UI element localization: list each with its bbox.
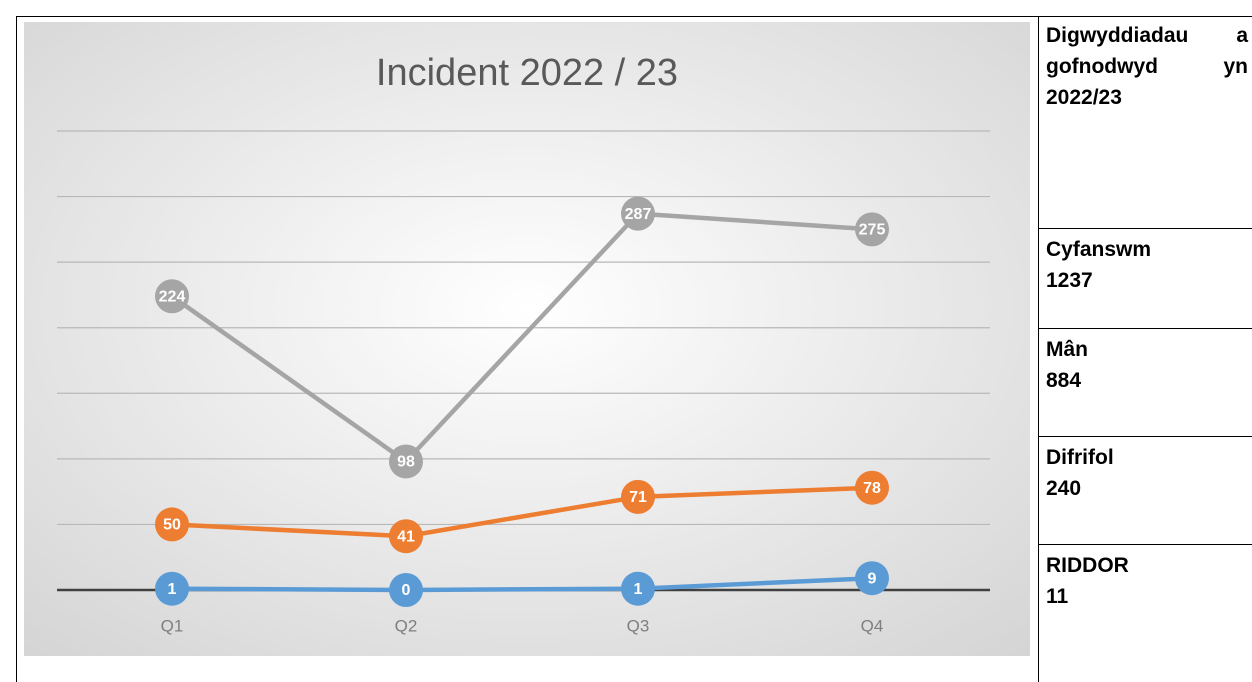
row-border	[1038, 544, 1252, 545]
data-point	[389, 444, 423, 479]
side-heading: Digwyddiadau a gofnodwyd yn 2022/23	[1046, 24, 1248, 109]
data-label: 0	[402, 582, 411, 599]
row-border	[1038, 228, 1252, 229]
data-point	[855, 212, 889, 247]
x-tick-label: Q1	[161, 616, 184, 635]
row-border	[1038, 328, 1252, 329]
row-label: Cyfanswm	[1046, 238, 1152, 261]
table-border	[1038, 16, 1039, 682]
row-value: 11	[1046, 585, 1069, 608]
series-line	[171, 575, 873, 593]
side-row: Difrifol 240	[1046, 442, 1248, 504]
data-label: 50	[163, 517, 181, 534]
data-label: 287	[625, 206, 652, 223]
data-label: 9	[868, 570, 877, 587]
data-point	[621, 196, 655, 231]
data-label: 1	[634, 581, 643, 598]
data-label: 98	[397, 454, 415, 471]
data-point	[855, 470, 889, 505]
side-row: Cyfanswm 1237	[1046, 234, 1248, 296]
row-label: RIDDOR	[1046, 554, 1129, 577]
row-label: Difrifol	[1046, 446, 1114, 469]
data-point	[621, 479, 655, 514]
side-row: Mân 884	[1046, 334, 1248, 396]
data-label: 275	[859, 222, 886, 239]
data-label: 41	[397, 528, 415, 545]
data-point	[155, 571, 189, 606]
chart: Incident 2022 / 23 Q1 Q2 Q3 Q4 224 98 287 275 50…	[24, 22, 1030, 656]
x-tick-label: Q2	[395, 616, 418, 635]
chart-title: Incident 2022 / 23	[376, 52, 678, 94]
data-point	[855, 561, 889, 596]
data-point	[155, 279, 189, 314]
row-value: 240	[1046, 477, 1082, 500]
x-tick-label: Q4	[861, 616, 884, 635]
series-line	[171, 485, 873, 539]
chart-background	[24, 22, 1030, 656]
data-label: 224	[159, 288, 186, 305]
data-point	[389, 519, 423, 554]
data-label: 78	[863, 480, 881, 497]
data-point	[155, 507, 189, 542]
row-value: 884	[1046, 369, 1082, 392]
series-line	[170, 211, 873, 464]
table-border	[16, 16, 17, 682]
row-label: Mân	[1046, 338, 1088, 361]
table-border	[16, 16, 1252, 17]
row-border	[1038, 436, 1252, 437]
data-label: 1	[168, 581, 177, 598]
data-point	[389, 573, 423, 607]
data-point	[621, 571, 655, 606]
row-value: 1237	[1046, 269, 1093, 292]
side-row: RIDDOR 11	[1046, 550, 1248, 612]
data-label: 71	[629, 489, 647, 506]
x-tick-label: Q3	[627, 616, 650, 635]
